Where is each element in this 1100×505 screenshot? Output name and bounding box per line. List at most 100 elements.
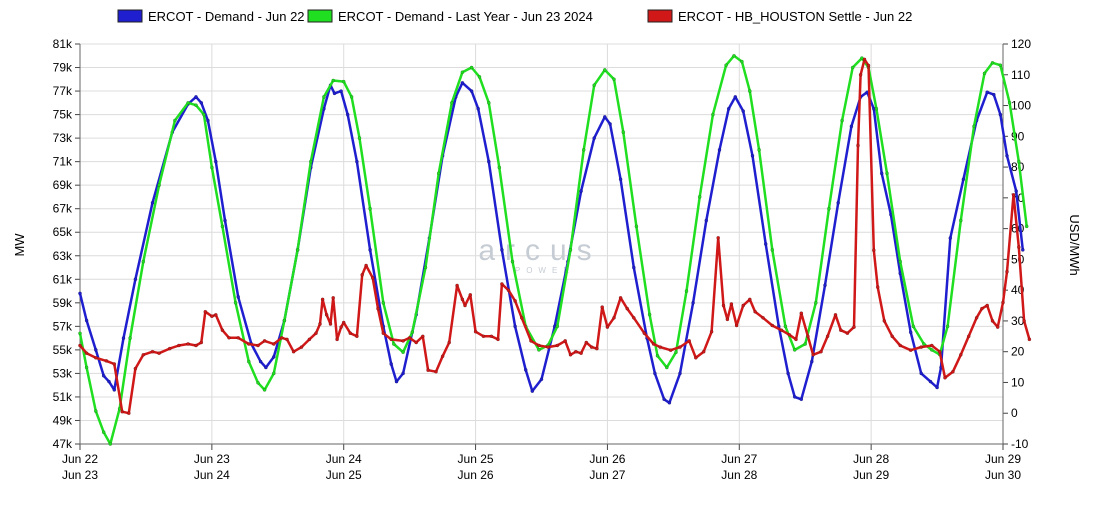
watermark-brand: arcus: [478, 234, 601, 267]
data-point: [563, 339, 568, 343]
data-point: [589, 345, 594, 349]
legend-label-2: ERCOT - Demand - Last Year - Jun 23 2024: [338, 9, 593, 24]
y-right-axis-title: USD/MWh: [1067, 214, 1082, 275]
data-point: [787, 332, 792, 337]
data-point: [732, 53, 736, 58]
data-point: [579, 351, 583, 356]
data-point: [919, 371, 924, 376]
data-point: [958, 352, 963, 357]
data-point: [845, 331, 850, 336]
data-point: [510, 259, 515, 264]
series-layer: [78, 53, 1032, 446]
watermark: arcus POWER: [478, 234, 601, 275]
data-point: [401, 371, 405, 376]
x-tick-label-secondary: Jun 26: [458, 468, 494, 482]
data-point: [345, 112, 350, 117]
data-point: [206, 118, 210, 123]
data-point: [806, 334, 810, 339]
y-left-tick-label: 61k: [53, 272, 73, 286]
y-right-tick-label: 120: [1011, 37, 1031, 51]
data-point: [271, 342, 276, 346]
data-point: [858, 72, 863, 77]
legend-label-1: ERCOT - Demand - Jun 22: [148, 9, 305, 24]
y-right-tick-label: 50: [1011, 252, 1025, 266]
data-point: [951, 369, 955, 374]
y-left-tick-label: 57k: [53, 319, 73, 333]
data-point: [101, 373, 106, 378]
data-point: [420, 334, 425, 339]
data-point: [602, 115, 607, 119]
data-point: [213, 159, 218, 164]
x-tick-label-primary: Jun 25: [458, 452, 494, 466]
data-point: [199, 100, 204, 105]
data-point: [1011, 192, 1016, 197]
data-point: [995, 325, 1000, 329]
data-point: [322, 95, 326, 99]
data-point: [186, 342, 190, 346]
data-point: [529, 339, 533, 343]
y-left-tick-label: 81k: [53, 37, 73, 51]
data-point: [107, 379, 111, 384]
y-right-tick-label: 110: [1011, 68, 1030, 82]
data-point: [368, 206, 372, 211]
x-tick-label-primary: Jun 29: [985, 452, 1021, 466]
data-point: [697, 195, 702, 199]
data-point: [157, 183, 161, 188]
data-point: [410, 330, 415, 335]
data-point: [324, 312, 329, 317]
data-point: [202, 112, 206, 117]
x-tick-label-secondary: Jun 27: [589, 468, 625, 482]
y-left-tick-label: 67k: [53, 202, 73, 216]
data-point: [389, 337, 394, 342]
data-point: [199, 340, 204, 345]
x-tick-label-secondary: Jun 28: [721, 468, 757, 482]
data-point: [78, 343, 82, 348]
data-point: [608, 122, 612, 126]
data-point: [911, 324, 916, 329]
data-point: [331, 295, 336, 300]
data-point: [862, 57, 867, 62]
data-point: [592, 136, 597, 140]
data-point: [246, 342, 251, 346]
y-left-tick-label: 65k: [53, 225, 73, 239]
data-point: [621, 130, 626, 135]
data-point: [469, 65, 474, 70]
data-point: [741, 109, 746, 113]
y-right-tick-label: -10: [1011, 437, 1029, 451]
data-point: [811, 352, 815, 357]
x-tick-label-primary: Jun 26: [589, 452, 625, 466]
data-point: [898, 259, 903, 264]
data-point: [985, 303, 990, 308]
data-point: [726, 106, 731, 111]
data-point: [908, 348, 913, 353]
data-point: [819, 349, 823, 354]
data-point: [477, 75, 482, 79]
data-point: [625, 306, 630, 311]
data-point: [341, 320, 346, 325]
data-point: [486, 100, 491, 105]
data-point: [101, 430, 106, 435]
x-tick-label-primary: Jun 23: [194, 452, 230, 466]
y-right-tick-label: 10: [1011, 375, 1025, 389]
data-point: [555, 324, 560, 329]
data-point: [331, 78, 336, 83]
data-point: [929, 348, 934, 352]
data-point: [460, 70, 465, 75]
data-point: [314, 331, 318, 336]
data-point: [937, 349, 942, 354]
data-point: [882, 319, 887, 323]
data-point: [434, 369, 438, 374]
data-point: [414, 340, 419, 345]
data-point: [747, 89, 752, 93]
data-point: [223, 218, 227, 223]
data-point: [167, 346, 172, 351]
data-point: [497, 165, 502, 170]
data-point: [186, 100, 190, 105]
data-point: [496, 337, 500, 342]
data-point: [734, 323, 739, 328]
data-point: [982, 71, 987, 76]
y-left-tick-label: 69k: [53, 178, 73, 192]
data-point: [320, 297, 325, 302]
data-point: [463, 303, 467, 308]
